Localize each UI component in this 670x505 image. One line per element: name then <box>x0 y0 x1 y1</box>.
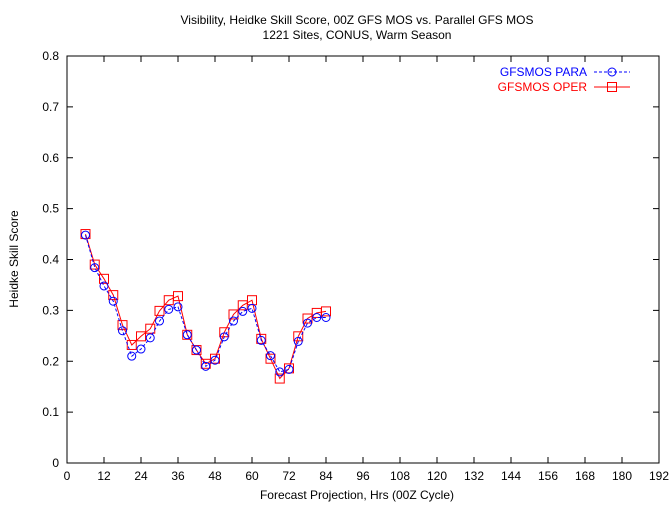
y-tick-label: 0.8 <box>42 49 59 63</box>
y-tick-label: 0.4 <box>42 253 59 267</box>
data-point-oper <box>302 313 313 324</box>
data-point-para <box>266 351 275 361</box>
data-point-oper <box>89 259 100 270</box>
legend-marker-para <box>607 67 617 77</box>
data-point-para <box>312 312 322 322</box>
data-point-oper <box>284 363 294 374</box>
y-tick-label: 0.1 <box>42 405 59 419</box>
x-tick-label: 0 <box>64 469 71 483</box>
data-point-para <box>164 304 174 314</box>
x-tick-label: 96 <box>356 469 370 483</box>
data-point-para <box>219 332 229 342</box>
data-point-oper <box>274 373 285 384</box>
y-tick-label: 0 <box>52 456 59 470</box>
data-point-para <box>321 312 331 322</box>
data-point-para <box>145 333 155 343</box>
data-point-oper <box>99 273 109 284</box>
data-point-para <box>118 326 127 336</box>
data-point-para <box>293 336 303 346</box>
data-point-para <box>155 316 164 326</box>
x-tick-label: 48 <box>208 469 222 483</box>
x-tick-label: 108 <box>390 469 410 483</box>
x-tick-label: 132 <box>464 469 484 483</box>
data-point-oper <box>154 305 165 316</box>
chart-subtitle: 1221 Sites, CONUS, Warm Season <box>263 28 452 42</box>
x-tick-label: 24 <box>134 469 148 483</box>
legend-marker-oper <box>607 82 617 92</box>
data-point-oper <box>293 331 304 342</box>
data-point-para <box>182 330 192 340</box>
x-tick-label: 156 <box>538 469 558 483</box>
data-point-para <box>247 303 257 313</box>
data-point-oper <box>210 353 220 364</box>
data-point-oper <box>321 306 331 317</box>
data-point-para <box>256 335 266 345</box>
data-point-oper <box>173 291 183 302</box>
x-tick-label: 144 <box>501 469 521 483</box>
x-axis-title: Forecast Projection, Hrs (00Z Cycle) <box>260 488 454 502</box>
data-point-para <box>127 351 137 361</box>
data-point-oper <box>126 339 137 350</box>
x-tick-label: 168 <box>575 469 595 483</box>
data-point-para <box>81 230 90 240</box>
x-tick-label: 120 <box>427 469 447 483</box>
data-point-para <box>99 281 109 291</box>
data-point-para <box>275 367 285 377</box>
y-tick-label: 0.2 <box>42 354 59 368</box>
data-point-para <box>90 263 100 273</box>
x-tick-label: 180 <box>612 469 632 483</box>
data-point-para <box>229 316 238 326</box>
x-tick-label: 192 <box>649 469 669 483</box>
x-tick-label: 72 <box>282 469 296 483</box>
y-tick-label: 0.5 <box>42 202 59 216</box>
data-point-para <box>284 364 294 374</box>
plot-frame <box>66 55 660 464</box>
y-tick-label: 0.3 <box>42 303 59 317</box>
data-point-para <box>192 345 201 355</box>
data-point-oper <box>108 290 119 301</box>
chart-title: Visibility, Heidke Skill Score, 00Z GFS … <box>181 13 534 27</box>
legend-label-oper: GFSMOS OPER <box>498 80 588 94</box>
data-point-oper <box>237 300 248 311</box>
data-point-oper <box>80 229 91 240</box>
data-point-oper <box>228 309 239 320</box>
x-tick-label: 60 <box>245 469 259 483</box>
data-point-para <box>173 302 183 312</box>
data-point-para <box>303 318 312 328</box>
data-point-para <box>238 306 248 316</box>
data-point-oper <box>265 353 276 364</box>
data-point-para <box>210 355 220 365</box>
x-tick-label: 84 <box>319 469 333 483</box>
data-point-oper <box>136 331 146 342</box>
data-point-para <box>201 361 211 371</box>
y-axis-title: Heidke Skill Score <box>7 210 21 308</box>
y-tick-label: 0.7 <box>42 100 59 114</box>
series-line-oper <box>85 233 327 380</box>
legend-label-para: GFSMOS PARA <box>500 65 587 79</box>
data-point-para <box>136 344 146 354</box>
data-point-para <box>108 296 118 306</box>
x-tick-label: 12 <box>97 469 111 483</box>
y-tick-label: 0.6 <box>42 151 59 165</box>
series-line-para <box>85 234 326 373</box>
data-point-oper <box>256 333 267 344</box>
x-tick-label: 36 <box>171 469 185 483</box>
plot-area: 0 12 24 36 48 60 72 84 96 108 120 132 144 156 168 180 19… <box>42 49 669 483</box>
